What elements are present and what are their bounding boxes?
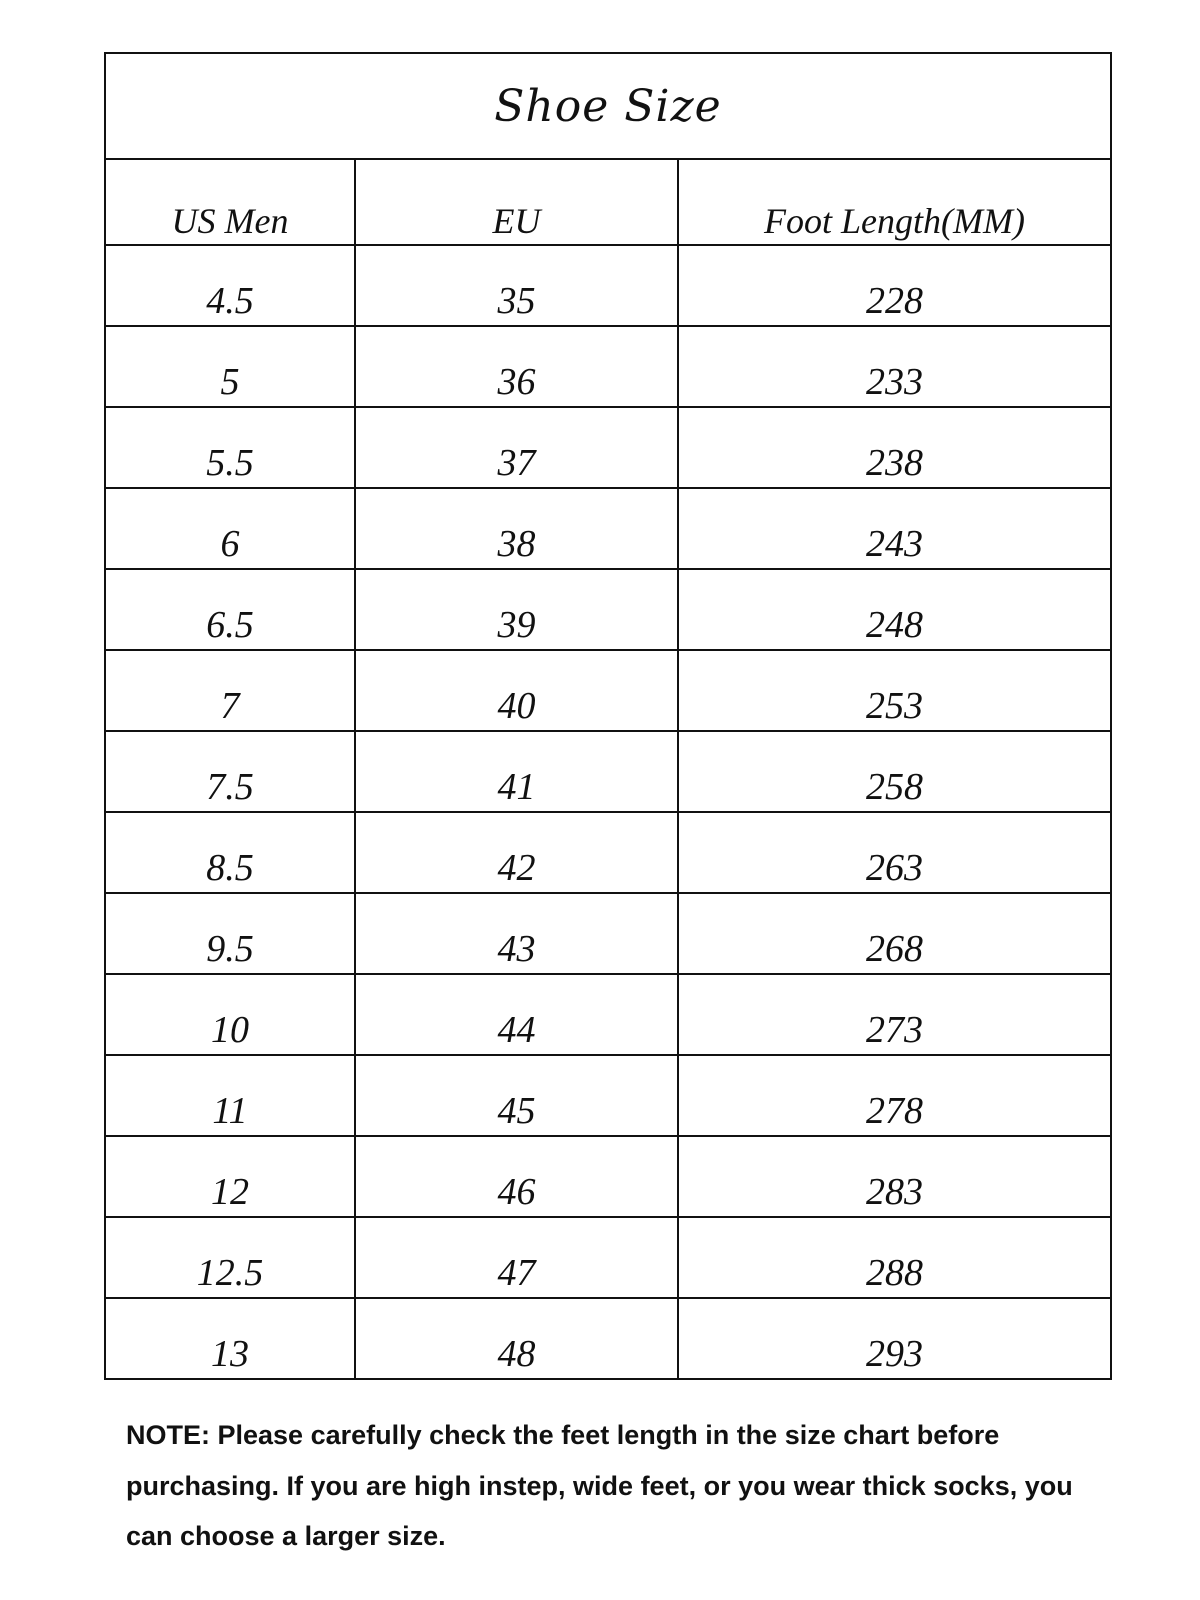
cell-eu: 35 <box>354 244 679 327</box>
cell-us-men: 12 <box>106 1135 356 1218</box>
cell-eu: 45 <box>354 1054 679 1137</box>
cell-eu: 36 <box>354 325 679 408</box>
cell-foot-length: 248 <box>677 568 1110 651</box>
cell-us-men: 5.5 <box>106 406 356 489</box>
cell-foot-length: 238 <box>677 406 1110 489</box>
cell-us-men: 9.5 <box>106 892 356 975</box>
cell-us-men: 5 <box>106 325 356 408</box>
cell-eu: 38 <box>354 487 679 570</box>
header-row: US Men EU Foot Length(MM) <box>106 160 1110 246</box>
cell-eu: 44 <box>354 973 679 1056</box>
size-chart: Shoe Size US Men EU Foot Length(MM) 4.5 3… <box>104 52 1112 1380</box>
header-eu: EU <box>354 160 679 246</box>
cell-us-men: 4.5 <box>106 244 356 327</box>
header-foot-length: Foot Length(MM) <box>677 160 1110 246</box>
table-row: 5.5 37 238 <box>106 406 1110 489</box>
cell-eu: 47 <box>354 1216 679 1299</box>
cell-us-men: 8.5 <box>106 811 356 894</box>
cell-eu: 42 <box>354 811 679 894</box>
cell-us-men: 7 <box>106 649 356 732</box>
cell-foot-length: 228 <box>677 244 1110 327</box>
table-row: 5 36 233 <box>106 325 1110 408</box>
header-us-men: US Men <box>106 160 356 246</box>
table-row: 12 46 283 <box>106 1135 1110 1218</box>
table-row: 7.5 41 258 <box>106 730 1110 813</box>
table-row: 13 48 293 <box>106 1297 1110 1378</box>
cell-foot-length: 278 <box>677 1054 1110 1137</box>
table-row: 6 38 243 <box>106 487 1110 570</box>
cell-eu: 48 <box>354 1297 679 1378</box>
cell-us-men: 13 <box>106 1297 356 1378</box>
table-row: 7 40 253 <box>106 649 1110 732</box>
cell-eu: 41 <box>354 730 679 813</box>
size-table: US Men EU Foot Length(MM) 4.5 35 228 5 36 233… <box>106 160 1110 1378</box>
cell-foot-length: 233 <box>677 325 1110 408</box>
table-row: 10 44 273 <box>106 973 1110 1056</box>
cell-eu: 37 <box>354 406 679 489</box>
table-row: 11 45 278 <box>106 1054 1110 1137</box>
cell-foot-length: 283 <box>677 1135 1110 1218</box>
cell-foot-length: 268 <box>677 892 1110 975</box>
cell-us-men: 11 <box>106 1054 356 1137</box>
cell-us-men: 6.5 <box>106 568 356 651</box>
cell-foot-length: 273 <box>677 973 1110 1056</box>
table-row: 6.5 39 248 <box>106 568 1110 651</box>
cell-foot-length: 253 <box>677 649 1110 732</box>
table-row: 8.5 42 263 <box>106 811 1110 894</box>
cell-foot-length: 263 <box>677 811 1110 894</box>
cell-foot-length: 288 <box>677 1216 1110 1299</box>
cell-foot-length: 293 <box>677 1297 1110 1378</box>
cell-foot-length: 258 <box>677 730 1110 813</box>
table-row: 9.5 43 268 <box>106 892 1110 975</box>
cell-foot-length: 243 <box>677 487 1110 570</box>
note-text: NOTE: Please carefully check the feet le… <box>126 1420 1073 1551</box>
cell-us-men: 7.5 <box>106 730 356 813</box>
cell-us-men: 10 <box>106 973 356 1056</box>
cell-eu: 39 <box>354 568 679 651</box>
chart-title: Shoe Size <box>106 54 1110 160</box>
table-row: 4.5 35 228 <box>106 244 1110 327</box>
table-row: 12.5 47 288 <box>106 1216 1110 1299</box>
cell-us-men: 12.5 <box>106 1216 356 1299</box>
cell-us-men: 6 <box>106 487 356 570</box>
cell-eu: 46 <box>354 1135 679 1218</box>
cell-eu: 40 <box>354 649 679 732</box>
cell-eu: 43 <box>354 892 679 975</box>
